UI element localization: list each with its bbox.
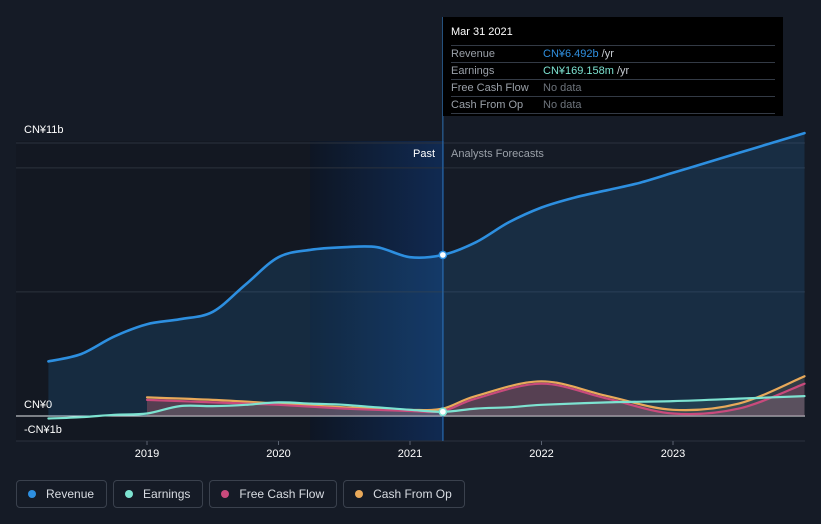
- legend-label: Cash From Op: [373, 487, 452, 501]
- tooltip-label: Cash From Op: [451, 99, 524, 111]
- x-tick-label: 2021: [398, 448, 422, 460]
- legend-dot-icon: [125, 490, 134, 498]
- tooltip-label: Revenue: [451, 48, 496, 60]
- legend-item-free-cash-flow[interactable]: Free Cash Flow: [209, 480, 338, 508]
- earnings-area: [48, 396, 805, 419]
- earnings-line: [47, 395, 806, 420]
- y-axis-labels: CN¥11b CN¥0 -CN¥1b: [24, 124, 64, 436]
- legend-item-cash-from-op[interactable]: Cash From Op: [343, 480, 465, 508]
- chart-legend: Revenue Earnings Free Cash Flow Cash Fro…: [16, 480, 465, 508]
- tooltip-unit: /yr: [616, 65, 630, 77]
- highlight-markers: [438, 250, 448, 417]
- past-label: Past: [413, 148, 435, 160]
- tooltip-unit: /yr: [601, 48, 614, 60]
- y-tick-label: CN¥11b: [24, 124, 64, 136]
- past-region-dark: [16, 141, 310, 441]
- revenue-marker: [438, 250, 448, 260]
- legend-dot-icon: [221, 490, 230, 498]
- x-axis-labels: 2019 2020 2021 2022 2023: [135, 441, 685, 460]
- revenue-area: [48, 133, 805, 416]
- legend-dot-icon: [355, 490, 364, 498]
- forecast-label: Analysts Forecasts: [451, 148, 544, 160]
- x-tick-label: 2019: [135, 448, 159, 460]
- legend-item-revenue[interactable]: Revenue: [16, 480, 108, 508]
- fcf-line: [145, 382, 806, 416]
- tooltip-label: Earnings: [451, 65, 495, 77]
- tooltip-value: No data: [543, 82, 582, 94]
- tooltip-row-revenue: Revenue CN¥6.492b/yr: [451, 45, 775, 62]
- y-tick-label: CN¥0: [24, 399, 52, 411]
- legend-item-earnings[interactable]: Earnings: [113, 480, 204, 508]
- x-tick-label: 2022: [529, 448, 553, 460]
- y-tick-label: -CN¥1b: [24, 424, 62, 436]
- tooltip-row-cash-from-op: Cash From Op No data: [451, 96, 775, 114]
- tooltip-date: Mar 31 2021: [451, 26, 513, 38]
- x-tick-label: 2023: [661, 448, 685, 460]
- legend-label: Free Cash Flow: [239, 487, 325, 501]
- past-region-highlight: [310, 141, 444, 441]
- x-tick-label: 2020: [266, 448, 290, 460]
- tooltip-value: CN¥6.492b: [543, 48, 599, 60]
- data-tooltip: Mar 31 2021 Revenue CN¥6.492b/yr Earning…: [443, 17, 783, 116]
- tooltip-label: Free Cash Flow: [451, 82, 529, 94]
- series-lines: [47, 131, 806, 420]
- revenue-line: [47, 131, 806, 363]
- earnings-marker: [438, 407, 448, 417]
- tooltip-row-earnings: Earnings CN¥169.158m/yr: [451, 62, 775, 79]
- tooltip-value: No data: [543, 99, 582, 111]
- legend-label: Earnings: [143, 487, 191, 501]
- legend-dot-icon: [28, 490, 36, 498]
- tooltip-row-free-cash-flow: Free Cash Flow No data: [451, 79, 775, 96]
- tooltip-value: CN¥169.158m: [543, 65, 614, 77]
- legend-label: Revenue: [46, 487, 95, 501]
